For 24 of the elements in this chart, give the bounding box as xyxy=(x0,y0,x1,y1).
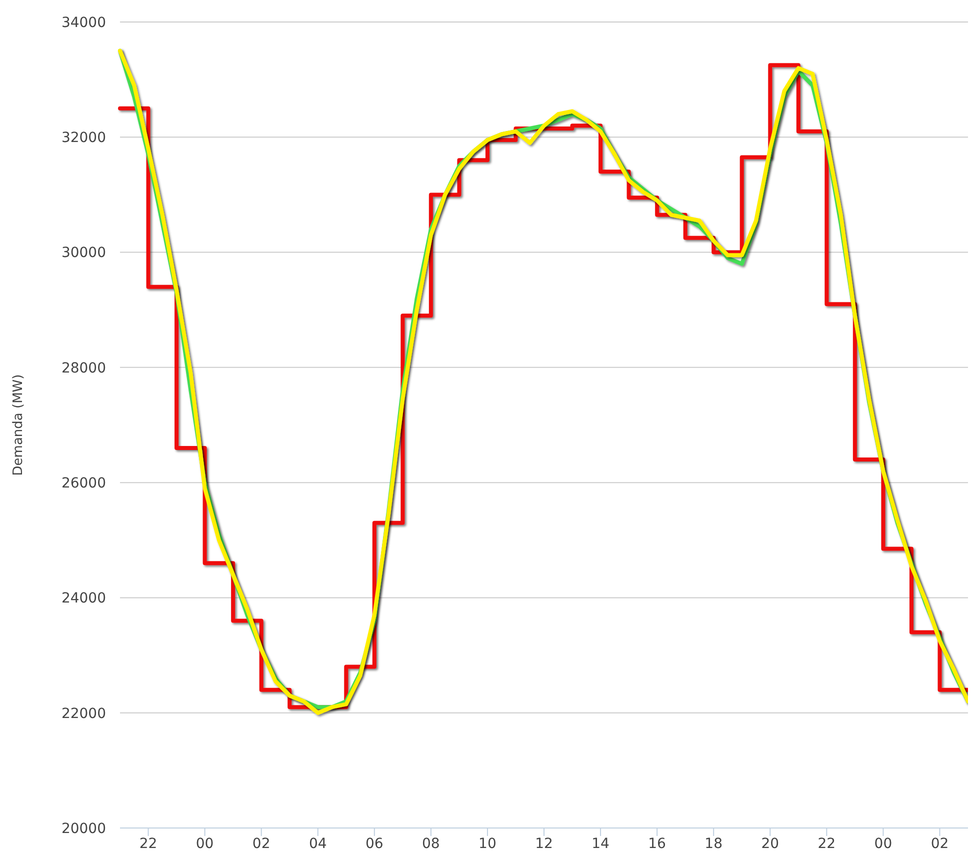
x-tick-label: 04 xyxy=(308,836,327,852)
x-tick-label: 14 xyxy=(592,836,610,852)
y-tick-label: 30000 xyxy=(61,245,106,262)
y-axis-title: Demanda (MW) xyxy=(11,374,26,476)
y-tick-label: 32000 xyxy=(61,130,106,146)
y-tick-label: 20000 xyxy=(61,820,106,837)
x-tick-label: 22 xyxy=(818,836,836,852)
y-tick-label: 24000 xyxy=(61,590,106,607)
x-tick-label: 20 xyxy=(761,836,780,852)
x-tick-label: 10 xyxy=(478,836,496,852)
x-tick-label: 00 xyxy=(874,836,892,852)
x-tick-label: 08 xyxy=(422,836,440,852)
x-tick-label: 06 xyxy=(365,836,384,852)
x-tick-label: 02 xyxy=(252,836,270,852)
y-tick-label: 34000 xyxy=(61,14,106,31)
x-tick-label: 16 xyxy=(648,836,666,852)
x-tick-label: 22 xyxy=(139,836,158,852)
y-tick-label: 28000 xyxy=(61,360,106,376)
x-tick-label: 12 xyxy=(535,836,553,852)
y-tick-label: 26000 xyxy=(61,475,106,492)
y-tick-label: 22000 xyxy=(61,706,106,722)
x-tick-label: 02 xyxy=(930,836,949,852)
x-tick-label: 18 xyxy=(704,836,723,852)
x-tick-label: 00 xyxy=(196,836,214,852)
